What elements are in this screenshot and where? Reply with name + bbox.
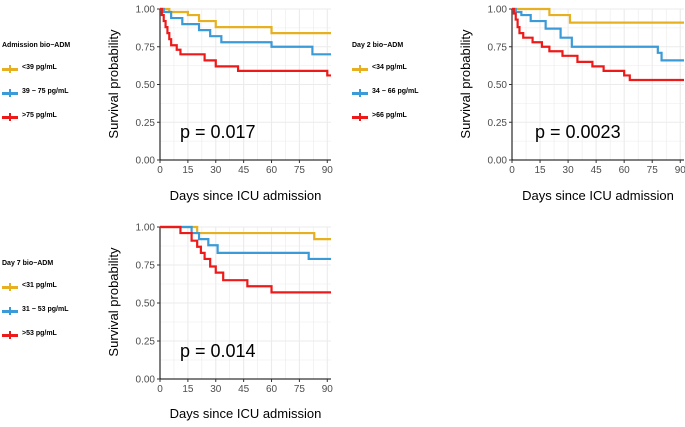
panel-admission: 0.00 0.25 0.50 0.75 1.00 0 15 30 45 60 75 90 Surviva… — [0, 0, 345, 210]
y-axis-title: Survival probability — [106, 29, 121, 139]
survival-curve-low — [512, 7, 684, 24]
x-tick-label: 90 — [322, 384, 334, 395]
y-tick-label: 0.75 — [488, 42, 508, 53]
y-tick-label: 0.00 — [136, 156, 156, 167]
legend-key-high — [2, 329, 18, 341]
x-axis-title: Days since ICU admission — [170, 188, 322, 203]
y-tick-label: 0.50 — [136, 299, 156, 310]
km-chart-day7: 0.00 0.25 0.50 0.75 1.00 0 15 30 45 60 75 90 Surviva… — [106, 223, 334, 422]
x-tick-label: 75 — [647, 165, 659, 176]
survival-curve-high — [160, 7, 331, 77]
legend-label: 39 − 75 pg/mL — [22, 88, 69, 95]
y-tick-label: 0.75 — [136, 42, 156, 53]
km-chart-admission: 0.00 0.25 0.50 0.75 1.00 0 15 30 45 60 75 90 Surviva… — [106, 5, 334, 204]
x-tick-label: 45 — [238, 384, 250, 395]
x-tick-label: 15 — [182, 165, 194, 176]
survival-curve-mid — [160, 7, 331, 56]
p-value-annotation: p = 0.017 — [180, 122, 256, 142]
y-tick-label: 0.25 — [136, 337, 156, 348]
y-tick-label: 0.75 — [136, 261, 156, 272]
legend-key-mid — [352, 87, 368, 99]
panel-day2: 0.00 0.25 0.50 0.75 1.00 0 15 30 45 60 75 90 Surviva… — [345, 0, 685, 210]
p-value-annotation: p = 0.0023 — [535, 122, 621, 142]
y-axis-title: Survival probability — [106, 247, 121, 357]
x-tick-label: 30 — [563, 165, 575, 176]
x-tick-label: 45 — [591, 165, 603, 176]
p-value-annotation: p = 0.014 — [180, 341, 256, 361]
legend-key-mid — [2, 305, 18, 317]
x-tick-label: 0 — [157, 165, 163, 176]
legend-day7: Day 7 bio−ADM <31 pg/mL 31 − 53 pg/mL >53 p… — [2, 260, 92, 340]
x-tick-label: 60 — [619, 165, 631, 176]
x-tick-label: 15 — [534, 165, 546, 176]
x-tick-label: 75 — [294, 384, 306, 395]
x-tick-label: 60 — [266, 384, 278, 395]
x-tick-label: 30 — [210, 384, 222, 395]
y-tick-label: 0.50 — [136, 80, 156, 91]
gridlines — [159, 226, 331, 380]
survival-curves — [160, 7, 331, 77]
x-tick-label: 90 — [675, 165, 685, 176]
survival-curves — [160, 225, 331, 294]
legend-title: Day 7 bio−ADM — [2, 260, 54, 267]
legend-label: <34 pg/mL — [372, 64, 407, 71]
legend-title: Admission bio−ADM — [2, 42, 71, 49]
x-tick-label: 0 — [509, 165, 515, 176]
legend-key-mid — [2, 87, 18, 99]
x-tick-label: 30 — [210, 165, 222, 176]
x-tick-label: 0 — [157, 384, 163, 395]
x-tick-label: 90 — [322, 165, 334, 176]
x-tick-label: 60 — [266, 165, 278, 176]
panel-day7: 0.00 0.25 0.50 0.75 1.00 0 15 30 45 60 75 90 Surviva… — [0, 210, 345, 422]
y-tick-label: 0.00 — [488, 156, 508, 167]
legend-label: <39 pg/mL — [22, 64, 57, 71]
survival-curve-mid — [512, 7, 684, 62]
legend-key-high — [2, 111, 18, 123]
legend-title: Day 2 bio−ADM — [352, 42, 404, 49]
x-tick-label: 15 — [182, 384, 194, 395]
y-tick-label: 0.50 — [488, 80, 508, 91]
y-tick-label: 1.00 — [488, 5, 508, 16]
legend-label: >66 pg/mL — [372, 112, 407, 119]
legend-key-high — [352, 111, 368, 123]
x-axis-title: Days since ICU admission — [522, 188, 674, 203]
x-tick-label: 45 — [238, 165, 250, 176]
y-tick-label: 0.00 — [136, 375, 156, 386]
legend-key-low — [2, 63, 18, 75]
legend-admission: Admission bio−ADM <39 pg/mL 39 − 75 pg/mL >… — [2, 42, 92, 122]
survival-curves — [512, 7, 684, 82]
y-tick-label: 1.00 — [136, 223, 156, 234]
y-axis-title: Survival probability — [458, 29, 473, 139]
legend-label: <31 pg/mL — [22, 282, 57, 289]
km-chart-day2: 0.00 0.25 0.50 0.75 1.00 0 15 30 45 60 75 90 Surviva… — [458, 5, 685, 204]
y-tick-label: 1.00 — [136, 5, 156, 16]
legend-day2: Day 2 bio−ADM <34 pg/mL 34 − 66 pg/mL >66 p… — [352, 42, 442, 122]
legend-label: >53 pg/mL — [22, 330, 57, 337]
legend-key-low — [2, 281, 18, 293]
survival-curve-high — [512, 7, 684, 82]
x-tick-label: 75 — [294, 165, 306, 176]
legend-label: 31 − 53 pg/mL — [22, 306, 69, 313]
survival-curve-high — [160, 225, 331, 294]
x-axis-title: Days since ICU admission — [170, 406, 322, 421]
legend-key-low — [352, 63, 368, 75]
legend-label: 34 − 66 pg/mL — [372, 88, 419, 95]
y-tick-label: 0.25 — [488, 118, 508, 129]
y-tick-label: 0.25 — [136, 118, 156, 129]
legend-label: >75 pg/mL — [22, 112, 57, 119]
